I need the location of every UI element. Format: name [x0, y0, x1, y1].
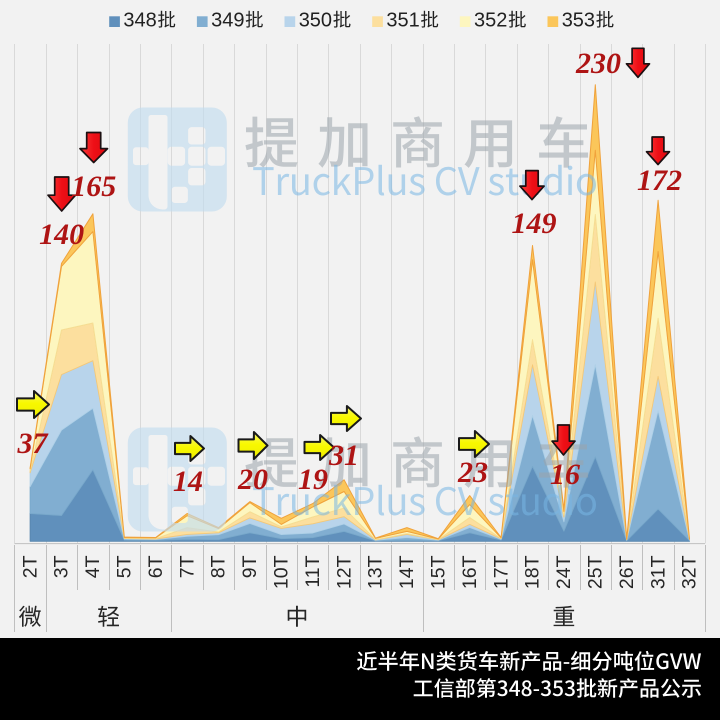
svg-text:4T: 4T [82, 555, 104, 578]
svg-text:165: 165 [71, 170, 116, 203]
svg-text:2T: 2T [19, 555, 41, 578]
svg-text:3T: 3T [51, 555, 73, 578]
svg-text:16: 16 [550, 458, 580, 491]
svg-text:149: 149 [512, 207, 557, 240]
svg-text:13T: 13T [365, 555, 387, 589]
svg-text:23: 23 [457, 456, 488, 489]
svg-text:172: 172 [637, 164, 682, 197]
svg-text:18T: 18T [522, 555, 544, 589]
svg-text:24T: 24T [553, 555, 575, 589]
svg-text:19: 19 [298, 463, 328, 496]
svg-text:32T: 32T [679, 555, 701, 589]
svg-text:11T: 11T [302, 555, 324, 587]
svg-text:31T: 31T [647, 555, 669, 589]
svg-text:349: 349 [211, 9, 244, 31]
svg-text:230: 230 [575, 47, 621, 80]
svg-text:9T: 9T [239, 555, 261, 578]
svg-text:25T: 25T [585, 555, 607, 589]
svg-text:350: 350 [299, 9, 332, 31]
svg-text:7T: 7T [176, 555, 198, 578]
svg-text:20: 20 [237, 463, 268, 496]
svg-text:5T: 5T [114, 555, 136, 578]
svg-text:17T: 17T [490, 555, 512, 589]
svg-text:31: 31 [328, 439, 359, 472]
svg-text:351: 351 [386, 9, 419, 31]
svg-text:8T: 8T [208, 555, 230, 578]
svg-text:37: 37 [17, 427, 49, 460]
svg-text:352: 352 [474, 9, 507, 31]
svg-text:348: 348 [123, 9, 156, 31]
svg-text:140: 140 [39, 218, 84, 251]
svg-text:353: 353 [562, 9, 595, 31]
svg-text:16T: 16T [459, 555, 481, 589]
svg-text:15T: 15T [428, 555, 450, 589]
svg-text:14T: 14T [396, 555, 418, 589]
svg-text:12T: 12T [333, 555, 355, 589]
svg-text:26T: 26T [616, 555, 638, 589]
svg-text:6T: 6T [145, 555, 167, 578]
svg-text:14: 14 [173, 465, 203, 498]
svg-text:10T: 10T [271, 555, 293, 589]
